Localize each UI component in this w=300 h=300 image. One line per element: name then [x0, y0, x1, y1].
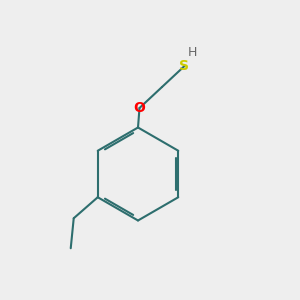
Text: S: S	[179, 59, 190, 73]
Text: H: H	[187, 46, 197, 59]
Text: O: O	[134, 101, 146, 115]
